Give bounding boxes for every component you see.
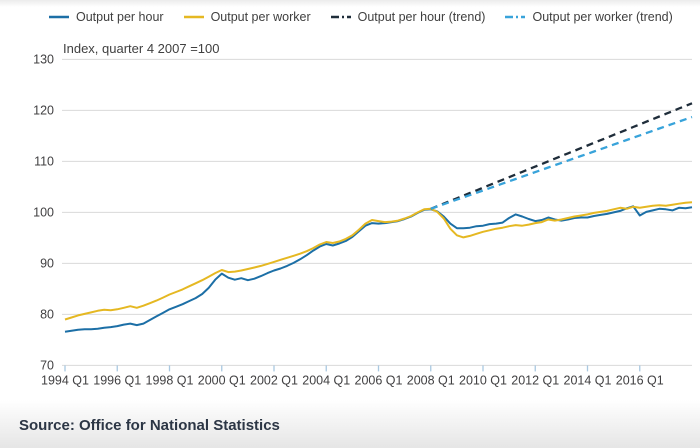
x-axis-label: 2008 Q1 xyxy=(407,373,455,387)
y-axis-label-130: 130 xyxy=(33,52,54,66)
y-axis-label-100: 100 xyxy=(33,205,54,219)
legend-item-output-per-worker[interactable]: Output per worker xyxy=(183,10,311,24)
legend-label: Output per hour xyxy=(76,10,164,24)
x-axis-label: 1996 Q1 xyxy=(93,373,141,387)
line-chart: 70 80 90 100 110 120 130 1994 Q1 1996 Q1 1998 Q1 2… xyxy=(33,52,693,387)
line-swatch-icon xyxy=(49,15,69,19)
legend-item-output-per-hour-trend[interactable]: Output per hour (trend) xyxy=(330,10,486,24)
line-swatch-icon xyxy=(183,15,204,19)
legend-label: Output per hour (trend) xyxy=(357,10,486,24)
x-axis-label: 2006 Q1 xyxy=(355,373,403,387)
legend-item-output-per-hour[interactable]: Output per hour xyxy=(48,10,164,24)
x-axis-label: 1998 Q1 xyxy=(146,373,194,387)
legend-item-output-per-worker-trend[interactable]: Output per worker (trend) xyxy=(504,10,673,24)
y-axis-label-80: 80 xyxy=(40,307,54,321)
series-output-per-worker-trend- xyxy=(430,115,693,210)
y-axis-label-90: 90 xyxy=(40,256,54,270)
y-axis-label-120: 120 xyxy=(33,103,54,117)
y-axis-label-110: 110 xyxy=(34,154,54,168)
x-axis-label: 2016 Q1 xyxy=(616,373,664,387)
x-axis-label: 1994 Q1 xyxy=(41,373,89,387)
x-axis-label: 2010 Q1 xyxy=(459,373,507,387)
x-axis-label: 2002 Q1 xyxy=(250,373,298,387)
dashed-line-swatch-icon xyxy=(505,15,526,19)
x-axis-label: 2000 Q1 xyxy=(198,373,246,387)
series-output-per-worker xyxy=(64,201,693,321)
y-axis-label-70: 70 xyxy=(40,358,54,372)
dashed-line-swatch-icon xyxy=(330,15,351,19)
legend-label: Output per worker xyxy=(210,10,311,24)
x-axis-label: 2014 Q1 xyxy=(564,373,612,387)
x-axis-label: 2012 Q1 xyxy=(511,373,559,387)
source-text: Source: Office for National Statistics xyxy=(19,417,280,434)
x-axis-label: 2004 Q1 xyxy=(302,373,350,387)
legend-label: Output per worker (trend) xyxy=(532,10,673,24)
series-output-per-hour-trend- xyxy=(430,102,693,210)
chart-subtitle: Index, quarter 4 2007 =100 xyxy=(63,41,220,56)
chart-legend: Output per hour Output per worker Output… xyxy=(48,10,673,24)
series-output-per-hour xyxy=(64,205,693,333)
